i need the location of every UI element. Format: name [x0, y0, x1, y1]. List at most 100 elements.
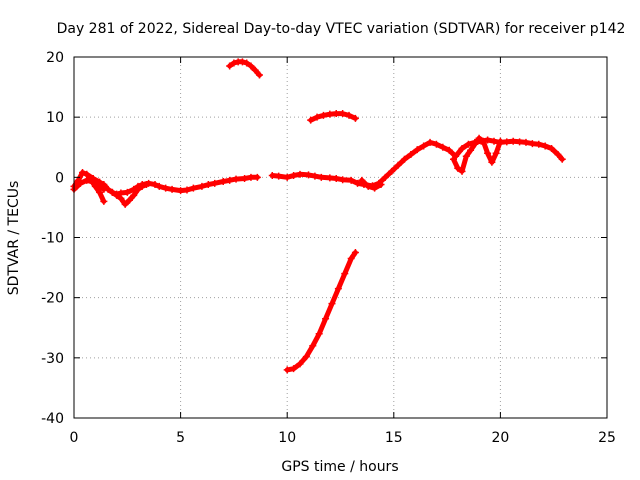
- data-point: [247, 173, 255, 181]
- y-tick-label: 0: [55, 170, 64, 186]
- x-tick-label: 25: [598, 430, 616, 446]
- data-point: [400, 155, 408, 163]
- data-point: [134, 185, 142, 193]
- data-point: [319, 111, 327, 119]
- data-point: [76, 179, 84, 187]
- data-point: [528, 140, 536, 148]
- data-point: [364, 182, 372, 190]
- x-axis-label: GPS time / hours: [281, 459, 398, 475]
- data-point: [462, 152, 470, 160]
- data-point: [251, 66, 259, 74]
- data-point: [322, 315, 330, 323]
- series-low-trace: [108, 181, 150, 208]
- data-point: [420, 142, 428, 150]
- data-point: [413, 146, 421, 154]
- data-point: [328, 300, 336, 308]
- data-point: [458, 167, 466, 175]
- data-point: [432, 140, 440, 148]
- data-point: [471, 140, 479, 148]
- data-point: [232, 175, 240, 183]
- data-point: [283, 366, 291, 374]
- data-point: [100, 197, 108, 205]
- data-point: [290, 172, 298, 180]
- data-point: [554, 150, 562, 158]
- data-point: [490, 137, 498, 145]
- data-point: [516, 138, 524, 146]
- data-point: [484, 149, 492, 157]
- data-point: [125, 196, 133, 204]
- data-point: [334, 285, 342, 293]
- data-point: [142, 181, 150, 189]
- data-point: [388, 167, 396, 175]
- series-scatter-cluster: [449, 134, 504, 175]
- chart-title: Day 281 of 2022, Sidereal Day-to-day VTE…: [57, 21, 626, 37]
- data-point: [351, 114, 359, 122]
- data-layer: [70, 58, 566, 374]
- y-tick-label: 10: [46, 110, 64, 126]
- data-point: [219, 178, 227, 186]
- data-point: [296, 360, 304, 368]
- series-trail: [284, 250, 358, 373]
- data-point: [302, 353, 310, 361]
- data-point: [354, 179, 362, 187]
- data-point: [496, 137, 504, 145]
- data-point: [394, 161, 402, 169]
- y-tick-label: -10: [41, 231, 64, 247]
- data-point: [326, 174, 334, 182]
- data-point: [100, 181, 108, 189]
- data-point: [151, 181, 159, 189]
- data-point: [121, 200, 129, 208]
- data-point: [89, 175, 97, 183]
- data-point: [247, 62, 255, 70]
- data-point: [255, 71, 263, 79]
- data-point: [347, 255, 355, 263]
- data-point: [454, 164, 462, 172]
- data-point: [83, 176, 91, 184]
- data-point: [307, 116, 315, 124]
- data-point: [79, 169, 87, 177]
- data-point: [522, 138, 530, 146]
- data-point: [407, 150, 415, 158]
- data-point: [345, 111, 353, 119]
- series-main-trace-b: [70, 176, 108, 193]
- data-point: [475, 134, 483, 142]
- data-point: [439, 143, 447, 151]
- data-point: [548, 144, 556, 152]
- data-point: [177, 187, 185, 195]
- data-point: [238, 58, 246, 66]
- data-point: [541, 142, 549, 150]
- data-point: [313, 113, 321, 121]
- ticks: 0 5 10 15 20 25 -40 -30 -20 -10 0 10 20: [41, 50, 616, 446]
- data-point: [426, 138, 434, 146]
- data-point: [162, 184, 170, 192]
- series-upper-arc-high: [226, 58, 263, 79]
- data-point: [183, 186, 191, 194]
- data-point: [211, 179, 219, 187]
- data-point: [467, 146, 475, 154]
- y-tick-label: -40: [41, 411, 64, 427]
- data-point: [509, 137, 517, 145]
- data-point: [230, 59, 238, 67]
- data-point: [198, 182, 206, 190]
- data-point: [296, 170, 304, 178]
- data-point: [108, 188, 116, 196]
- data-point: [479, 137, 487, 145]
- x-tick-label: 5: [176, 430, 185, 446]
- data-point: [317, 173, 325, 181]
- data-point: [113, 191, 121, 199]
- data-point: [311, 172, 319, 180]
- series-upper-arc-mid: [307, 110, 359, 124]
- data-point: [253, 173, 261, 181]
- series-trail: [359, 177, 384, 191]
- data-point: [168, 185, 176, 193]
- y-tick-label: 20: [46, 50, 64, 66]
- x-tick-label: 20: [491, 430, 509, 446]
- x-tick-label: 15: [385, 430, 403, 446]
- y-tick-label: -20: [41, 291, 64, 307]
- data-point: [268, 172, 276, 180]
- data-point: [226, 62, 234, 70]
- data-point: [290, 365, 298, 373]
- x-tick-label: 10: [278, 430, 296, 446]
